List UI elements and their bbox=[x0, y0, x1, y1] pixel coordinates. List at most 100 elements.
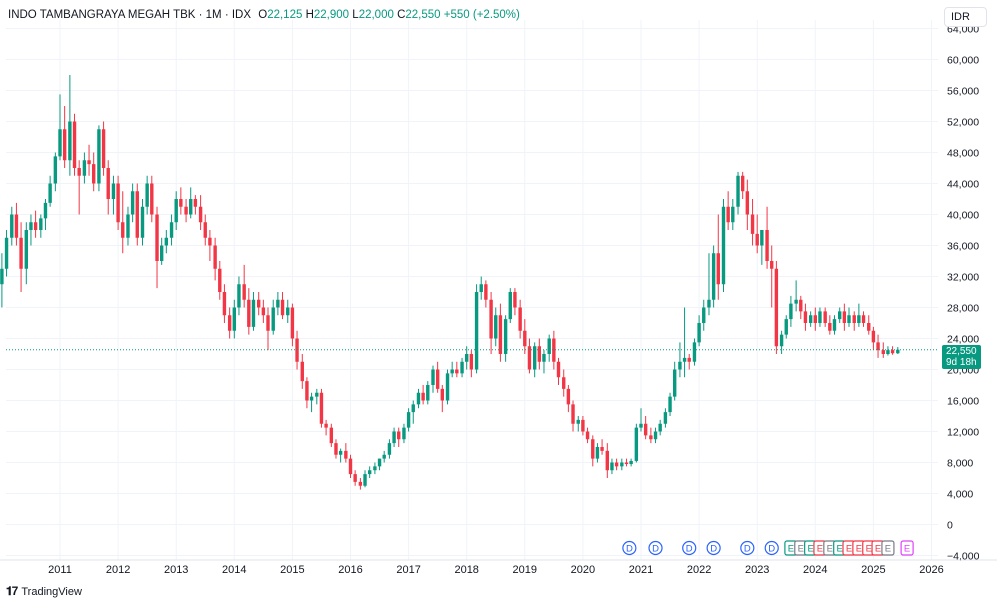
candle-down bbox=[745, 179, 750, 230]
candle-up bbox=[576, 416, 580, 432]
candle-body bbox=[755, 233, 759, 246]
candle-up bbox=[838, 307, 842, 323]
earnings-marker[interactable]: E bbox=[900, 540, 914, 556]
candle-up bbox=[707, 253, 711, 316]
candle-body bbox=[624, 462, 629, 465]
candle-down bbox=[755, 214, 759, 254]
candle-down bbox=[890, 346, 895, 355]
candle-body bbox=[72, 121, 77, 168]
currency-button[interactable]: IDR bbox=[944, 7, 987, 27]
event-marker-label: D bbox=[626, 544, 633, 555]
candle-body bbox=[484, 284, 488, 300]
tradingview-footer[interactable]: 𝟏7 TradingView bbox=[6, 584, 82, 599]
year-tick-label: 2017 bbox=[396, 564, 420, 576]
symbol-name[interactable]: INDO TAMBANGRAYA MEGAH TBK · 1M · IDX bbox=[8, 9, 252, 21]
candle-body bbox=[208, 237, 212, 246]
low-label: L bbox=[352, 9, 359, 21]
year-tick-label: 2014 bbox=[222, 564, 246, 576]
candle-body bbox=[663, 412, 668, 424]
candle-body bbox=[668, 396, 672, 413]
candle-down bbox=[353, 470, 357, 486]
candle-down bbox=[591, 435, 595, 467]
candle-body bbox=[779, 334, 784, 347]
candle-body bbox=[828, 323, 832, 331]
candle-down bbox=[77, 160, 81, 215]
candle-body bbox=[591, 439, 595, 459]
brand-name: TradingView bbox=[21, 585, 82, 598]
candle-body bbox=[392, 431, 396, 444]
event-marker-label: E bbox=[807, 544, 813, 555]
candle-body bbox=[479, 284, 483, 292]
candle-body bbox=[842, 311, 847, 323]
candle-down bbox=[765, 206, 769, 269]
candle-body bbox=[10, 214, 14, 238]
dividend-marker[interactable]: D bbox=[706, 540, 721, 556]
candle-body bbox=[257, 299, 261, 308]
candle-body bbox=[315, 392, 319, 397]
price-axis[interactable]: 64,00060,00056,00052,00048,00044,00040,0… bbox=[947, 24, 980, 563]
time-axis[interactable]: 2011 2012 2013 2014 2015 2016 2017 2018 2019 2020… bbox=[0, 559, 997, 576]
candle-body bbox=[411, 404, 415, 413]
candle-body bbox=[237, 284, 241, 308]
candle-body bbox=[373, 466, 377, 471]
candle-up bbox=[779, 330, 784, 354]
candle-body bbox=[363, 474, 367, 486]
candle-body bbox=[29, 222, 33, 230]
candle-down bbox=[571, 400, 575, 432]
candle-body bbox=[159, 245, 164, 261]
candle-down bbox=[726, 191, 730, 230]
candle-body bbox=[271, 307, 275, 331]
candle-down bbox=[91, 152, 96, 192]
dividend-marker[interactable]: D bbox=[740, 540, 755, 556]
candle-body bbox=[106, 168, 110, 199]
candle-down bbox=[605, 443, 610, 478]
candle-body bbox=[672, 369, 677, 397]
candle-up bbox=[595, 443, 600, 463]
candle-up bbox=[450, 361, 454, 378]
candle-up bbox=[731, 199, 735, 230]
candle-body bbox=[440, 388, 444, 401]
candle-down bbox=[397, 427, 401, 447]
candle-up bbox=[416, 388, 421, 409]
candle-body bbox=[213, 245, 217, 269]
candle-body bbox=[857, 315, 861, 323]
candle-down bbox=[179, 187, 183, 215]
candle-body bbox=[4, 237, 9, 269]
earnings-marker[interactable]: E bbox=[881, 540, 895, 556]
candle-up bbox=[0, 253, 4, 308]
dividend-marker[interactable]: D bbox=[648, 540, 663, 556]
candle-up bbox=[789, 295, 793, 327]
last-price-tag: 22,550 9d 18h bbox=[942, 345, 981, 369]
candle-body bbox=[678, 361, 682, 370]
candle-body bbox=[402, 427, 406, 440]
candle-up bbox=[174, 191, 178, 230]
candle-body bbox=[406, 412, 411, 428]
open-label: O bbox=[258, 9, 268, 21]
candle-down bbox=[740, 171, 745, 199]
candle-up bbox=[794, 280, 798, 312]
candle-body bbox=[421, 392, 425, 401]
candle-down bbox=[455, 361, 459, 378]
candle-body bbox=[489, 299, 493, 339]
price-tick-label: 48,000 bbox=[947, 148, 979, 160]
earnings-marker[interactable]: E bbox=[784, 540, 798, 556]
dividend-marker[interactable]: D bbox=[764, 540, 779, 556]
dividend-icon bbox=[648, 540, 663, 556]
dividend-marker[interactable]: D bbox=[622, 540, 637, 556]
dividend-icon bbox=[682, 540, 697, 556]
event-marker-label: E bbox=[798, 544, 804, 555]
candle-body bbox=[658, 423, 662, 432]
candle-body bbox=[736, 175, 740, 207]
earnings-marker[interactable]: E bbox=[852, 540, 866, 556]
candle-down bbox=[498, 303, 503, 362]
candle-up bbox=[251, 292, 256, 331]
dividend-marker[interactable]: D bbox=[682, 540, 697, 556]
candle-down bbox=[72, 113, 77, 176]
candle-up bbox=[634, 423, 639, 463]
candle-body bbox=[150, 183, 154, 215]
candle-body bbox=[711, 253, 716, 300]
candle-down bbox=[242, 264, 246, 308]
candle-body bbox=[329, 427, 334, 444]
candle-up bbox=[847, 307, 851, 327]
